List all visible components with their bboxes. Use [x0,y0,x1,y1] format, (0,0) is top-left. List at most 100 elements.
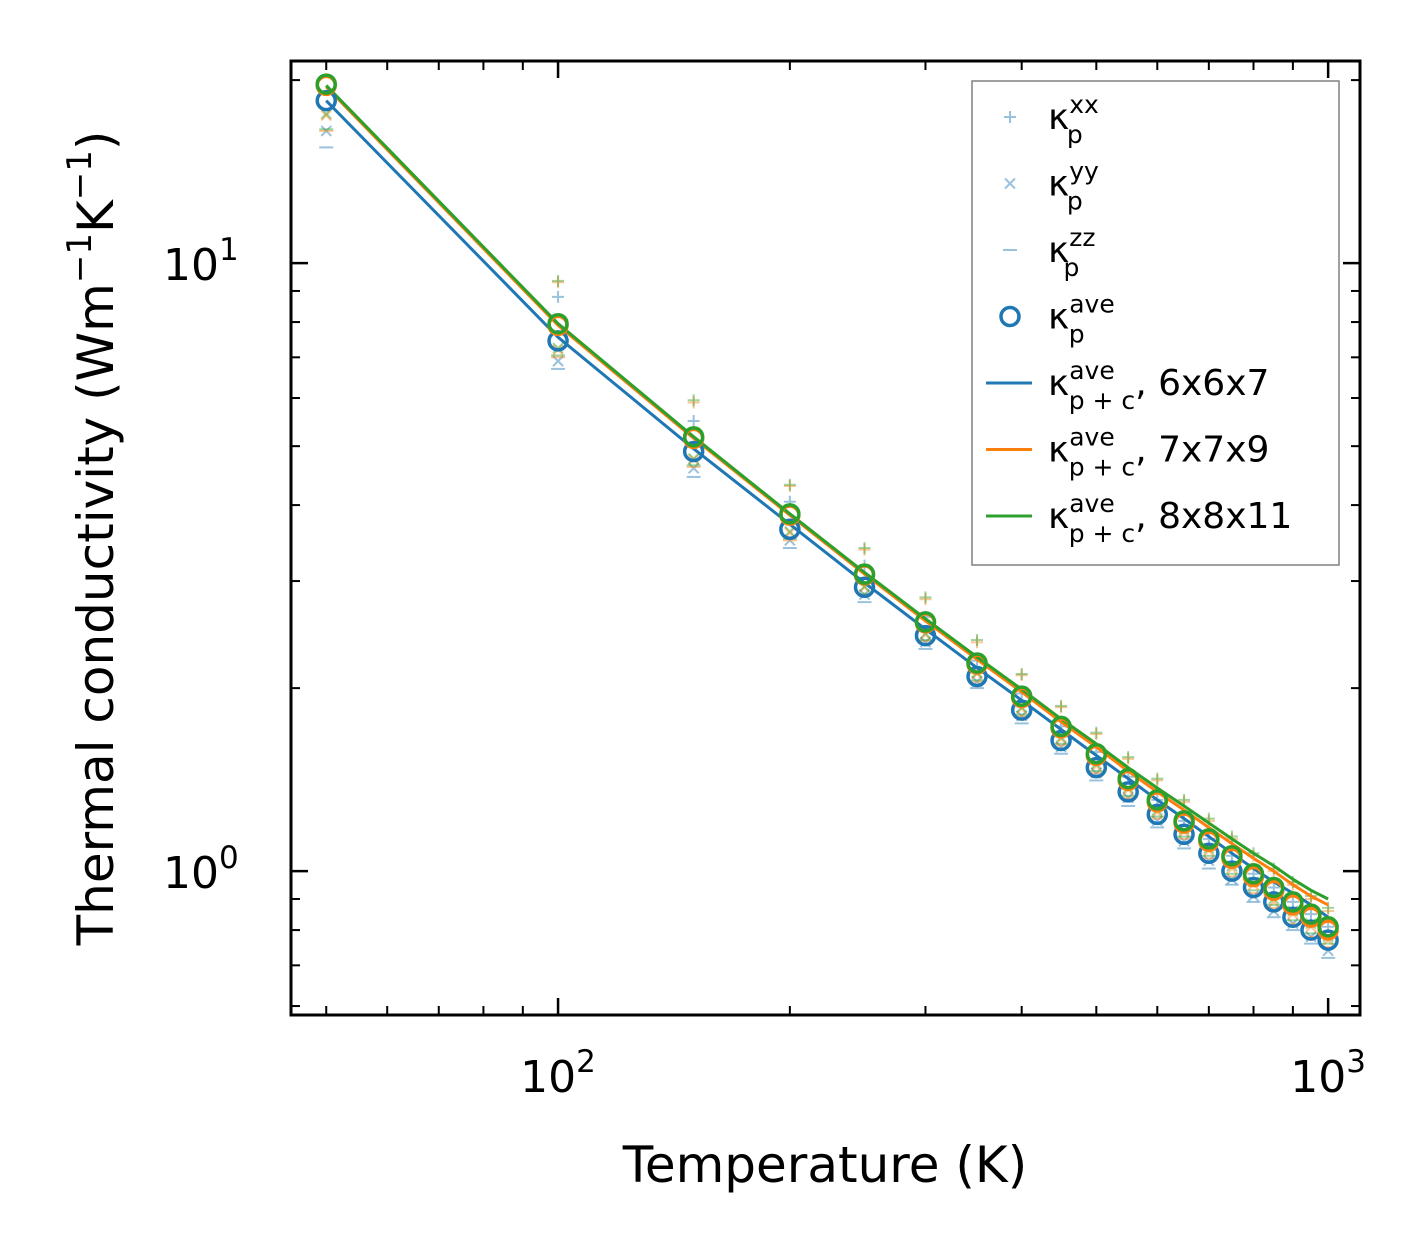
kyy-point-8x8x11-150 [687,452,700,465]
kave-point-8x8x11-200 [779,503,801,525]
plot-frame [289,59,1362,1017]
kxx-point-8x8x11-400 [1015,667,1028,680]
kave-point-6x6x7-550 [1117,781,1139,803]
y-axis-label: Thermal conductivity (Wm−1K−1) [60,131,125,947]
kave-point-8x8x11-650 [1173,810,1195,832]
x-tick-label-exp-1000: 3 [1346,1044,1366,1080]
kxx-point-8x8x11-250 [858,542,871,555]
kave-point-6x6x7-500 [1085,756,1108,779]
kxx-point-6x6x7-150 [687,414,700,427]
kyy-point-8x8x11-100 [552,342,564,354]
kave-point-8x8x11-100 [547,312,569,335]
kxx-point-8x8x11-50 [320,21,332,33]
kxx-point-8x8x11-500 [1090,726,1103,739]
kxx-point-7x7x9-200 [783,479,796,492]
kave-point-8x8x11-750 [1221,845,1243,867]
x-tick-label-100: 102 [520,1044,596,1103]
kave-point-8x8x11-500 [1085,742,1108,765]
legend-entry-sub-2: p [1063,253,1079,282]
y-tick-label-base-10: 10 [163,240,219,291]
legend-entry-sup-0: xx [1069,90,1099,119]
kave-point-6x6x7-600 [1146,803,1169,826]
kxx-point-7x7x9-450 [1055,701,1068,714]
kxx-point-8x8x11-450 [1055,699,1068,712]
legend-entry-2: κzz p [1048,223,1095,282]
legend-entry-base-1: κ [1048,164,1069,205]
legend-entry-suffix-4: , 6x6x7 [1135,363,1269,404]
kxx-point-8x8x11-100 [552,274,565,287]
x-tick-label-base-100: 10 [520,1052,576,1103]
kxx-point-8x8x11-600 [1151,772,1164,785]
kxx-point-7x7x9-400 [1015,669,1028,682]
legend-entry-base-4: κ [1048,363,1069,404]
kave-point-8x8x11-350 [966,652,988,674]
legend-entry-sub-0: p [1067,120,1083,149]
kxx-point-7x7x9-250 [858,543,871,556]
kave-point-8x8x11-250 [853,563,876,585]
kxx-point-6x6x7-900 [1286,895,1299,908]
legend-entry-base-6: κ [1048,496,1069,537]
kave-point-8x8x11-950 [1300,903,1322,925]
kave-point-8x8x11-1000 [1317,916,1339,938]
y-tick-label-exp-10: 1 [219,232,239,268]
legend-entry-sup-3: ave [1069,290,1115,319]
legend-handle-0 [1004,111,1016,123]
legend-entry-sub-4: p + c [1069,386,1135,415]
legend-frame [971,80,1340,566]
x-tick-label-1000: 103 [1290,1044,1366,1103]
kxx-point-7x7x9-100 [552,276,565,289]
legend-entry-6: κave p + c, 8x8x11 [1048,489,1292,548]
legend-entry-3: κave p [1048,290,1115,349]
legend-entry-5: κave p + c, 7x7x9 [1048,423,1269,482]
legend-entry-sup-1: yy [1069,157,1099,186]
legend-entry-base-2: κ [1048,230,1069,271]
kave-point-8x8x11-50 [315,73,337,95]
kyy-point-6x6x7-650 [1178,835,1190,847]
kxx-point-8x8x11-350 [971,633,984,646]
legend-entry-sub-5: p + c [1069,453,1135,482]
kave-point-6x6x7-150 [682,440,705,463]
kyy-point-6x6x7-100 [552,355,564,367]
kave-point-6x6x7-250 [853,576,876,599]
curve-8x8x11 [325,84,1329,901]
legend-entry-suffix-6: , 8x8x11 [1135,496,1292,537]
kxx-point-7x7x9-600 [1151,774,1164,787]
legend-entry-sub-6: p + c [1069,519,1135,548]
legend-entry-sup-6: ave [1069,489,1115,518]
kave-point-6x6x7-450 [1050,729,1072,752]
kave-point-8x8x11-150 [682,426,705,448]
kave-point-8x8x11-300 [914,611,937,633]
kave-point-6x6x7-1000 [1317,929,1339,951]
kxx-point-7x7x9-1000 [1322,904,1335,917]
y-tick-label-base-1: 10 [163,848,219,899]
kyy-point-6x6x7-50 [320,125,332,137]
kave-point-8x8x11-400 [1010,685,1033,707]
legend-entry-sup-5: ave [1069,423,1115,452]
kave-point-8x8x11-450 [1050,715,1072,738]
legend-entry-base-5: κ [1048,430,1069,471]
legend-handle-3 [999,305,1021,328]
legend-entry-4: κave p + c, 6x6x7 [1048,356,1269,415]
kave-point-6x6x7-800 [1242,876,1265,899]
y-tick-label-10: 101 [163,232,239,291]
kave-point-6x6x7-750 [1221,860,1243,882]
kxx-point-8x8x11-650 [1178,793,1191,806]
legend-entry-sup-4: ave [1069,356,1115,385]
kave-point-8x8x11-700 [1198,828,1220,850]
legend-entry-0: κxx p [1048,90,1099,149]
kxx-point-6x6x7-50 [320,43,332,55]
kave-point-6x6x7-700 [1198,842,1220,865]
kave-point-6x6x7-300 [914,624,937,647]
kxx-point-7x7x9-50 [320,24,332,36]
legend-entry-sup-2: zz [1069,223,1095,252]
x-axis-label: Temperature (K) [622,1136,1027,1194]
legend-entry-sub-1: p [1067,187,1083,216]
kave-point-8x8x11-800 [1242,863,1265,885]
kave-point-6x6x7-400 [1010,699,1033,721]
kxx-point-7x7x9-150 [687,396,700,409]
kxx-point-8x8x11-200 [783,478,796,491]
kxx-point-7x7x9-350 [971,636,984,649]
